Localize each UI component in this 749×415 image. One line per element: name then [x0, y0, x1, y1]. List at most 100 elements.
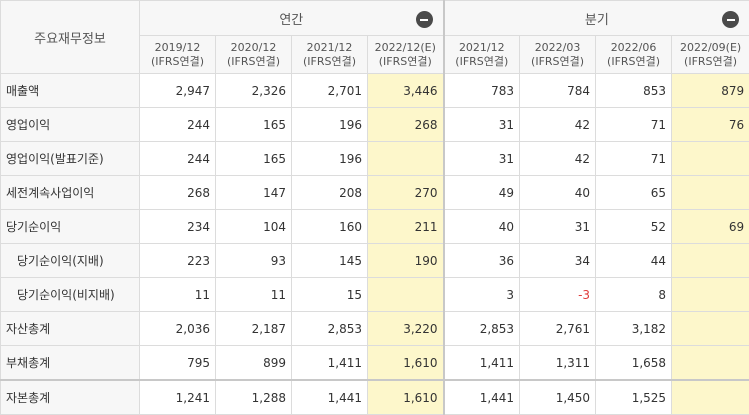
value-cell: 1,610 — [368, 346, 444, 381]
row-label: 영업이익(발표기준) — [1, 142, 140, 176]
value-cell: 11 — [140, 278, 216, 312]
value-cell — [368, 142, 444, 176]
value-cell: 795 — [140, 346, 216, 381]
period-date: 2022/09(E) — [672, 41, 749, 55]
value-cell: 783 — [444, 74, 520, 108]
annual-collapse-icon[interactable] — [416, 11, 433, 28]
value-cell: 1,288 — [216, 380, 292, 415]
value-cell: 196 — [292, 108, 368, 142]
period-header: 2021/12(IFRS연결) — [292, 36, 368, 74]
value-cell — [672, 142, 749, 176]
value-cell: 160 — [292, 210, 368, 244]
value-cell: 71 — [596, 142, 672, 176]
value-cell: 31 — [444, 108, 520, 142]
value-cell: 2,036 — [140, 312, 216, 346]
value-cell: 71 — [596, 108, 672, 142]
value-cell: 145 — [292, 244, 368, 278]
value-cell: 1,441 — [292, 380, 368, 415]
period-date: 2021/12 — [445, 41, 520, 55]
period-basis: (IFRS연결) — [672, 55, 749, 69]
value-cell: 34 — [520, 244, 596, 278]
row-label: 매출액 — [1, 74, 140, 108]
value-cell: 1,311 — [520, 346, 596, 381]
value-cell: 165 — [216, 142, 292, 176]
period-header: 2022/06(IFRS연결) — [596, 36, 672, 74]
row-label: 당기순이익 — [1, 210, 140, 244]
corner-label: 주요재무정보 — [1, 1, 140, 74]
row-label: 당기순이익(비지배) — [1, 278, 140, 312]
value-cell: 2,326 — [216, 74, 292, 108]
row-label: 자본총계 — [1, 380, 140, 415]
period-basis: (IFRS연결) — [445, 55, 520, 69]
period-header: 2019/12(IFRS연결) — [140, 36, 216, 74]
value-cell — [672, 278, 749, 312]
row-label: 부채총계 — [1, 346, 140, 381]
value-cell: 3,182 — [596, 312, 672, 346]
period-header: 2022/12(E)(IFRS연결) — [368, 36, 444, 74]
value-cell: 1,441 — [444, 380, 520, 415]
period-date: 2022/12(E) — [368, 41, 443, 55]
value-cell: 268 — [140, 176, 216, 210]
value-cell: 69 — [672, 210, 749, 244]
period-header: 2020/12(IFRS연결) — [216, 36, 292, 74]
value-cell: 44 — [596, 244, 672, 278]
value-cell: 190 — [368, 244, 444, 278]
value-cell: 8 — [596, 278, 672, 312]
value-cell: 2,187 — [216, 312, 292, 346]
annual-group-header: 연간 — [140, 1, 444, 36]
period-basis: (IFRS연결) — [596, 55, 671, 69]
period-date: 2020/12 — [216, 41, 291, 55]
value-cell — [672, 312, 749, 346]
value-cell: 147 — [216, 176, 292, 210]
value-cell: 49 — [444, 176, 520, 210]
period-header: 2021/12(IFRS연결) — [444, 36, 520, 74]
quarterly-label: 분기 — [585, 13, 609, 28]
row-label: 영업이익 — [1, 108, 140, 142]
quarterly-group-header: 분기 — [444, 1, 749, 36]
value-cell: 40 — [520, 176, 596, 210]
value-cell: 11 — [216, 278, 292, 312]
value-cell: 15 — [292, 278, 368, 312]
value-cell — [672, 346, 749, 381]
value-cell: 208 — [292, 176, 368, 210]
quarterly-collapse-icon[interactable] — [722, 11, 739, 28]
value-cell: 2,701 — [292, 74, 368, 108]
value-cell: 244 — [140, 108, 216, 142]
value-cell: 268 — [368, 108, 444, 142]
value-cell: 2,853 — [444, 312, 520, 346]
period-date: 2021/12 — [292, 41, 367, 55]
value-cell: 270 — [368, 176, 444, 210]
value-cell: 234 — [140, 210, 216, 244]
value-cell: 1,411 — [292, 346, 368, 381]
period-header: 2022/09(E)(IFRS연결) — [672, 36, 749, 74]
period-date: 2022/03 — [520, 41, 595, 55]
value-cell: 244 — [140, 142, 216, 176]
value-cell: 3,220 — [368, 312, 444, 346]
value-cell: 104 — [216, 210, 292, 244]
value-cell: 42 — [520, 108, 596, 142]
period-basis: (IFRS연결) — [140, 55, 215, 69]
value-cell: 1,411 — [444, 346, 520, 381]
value-cell: 36 — [444, 244, 520, 278]
value-cell: 42 — [520, 142, 596, 176]
value-cell: 784 — [520, 74, 596, 108]
period-date: 2019/12 — [140, 41, 215, 55]
value-cell: 879 — [672, 74, 749, 108]
value-cell: 899 — [216, 346, 292, 381]
period-date: 2022/06 — [596, 41, 671, 55]
value-cell: 2,947 — [140, 74, 216, 108]
value-cell — [368, 278, 444, 312]
value-cell: 1,525 — [596, 380, 672, 415]
value-cell — [672, 244, 749, 278]
value-cell: 1,450 — [520, 380, 596, 415]
annual-label: 연간 — [279, 13, 303, 28]
